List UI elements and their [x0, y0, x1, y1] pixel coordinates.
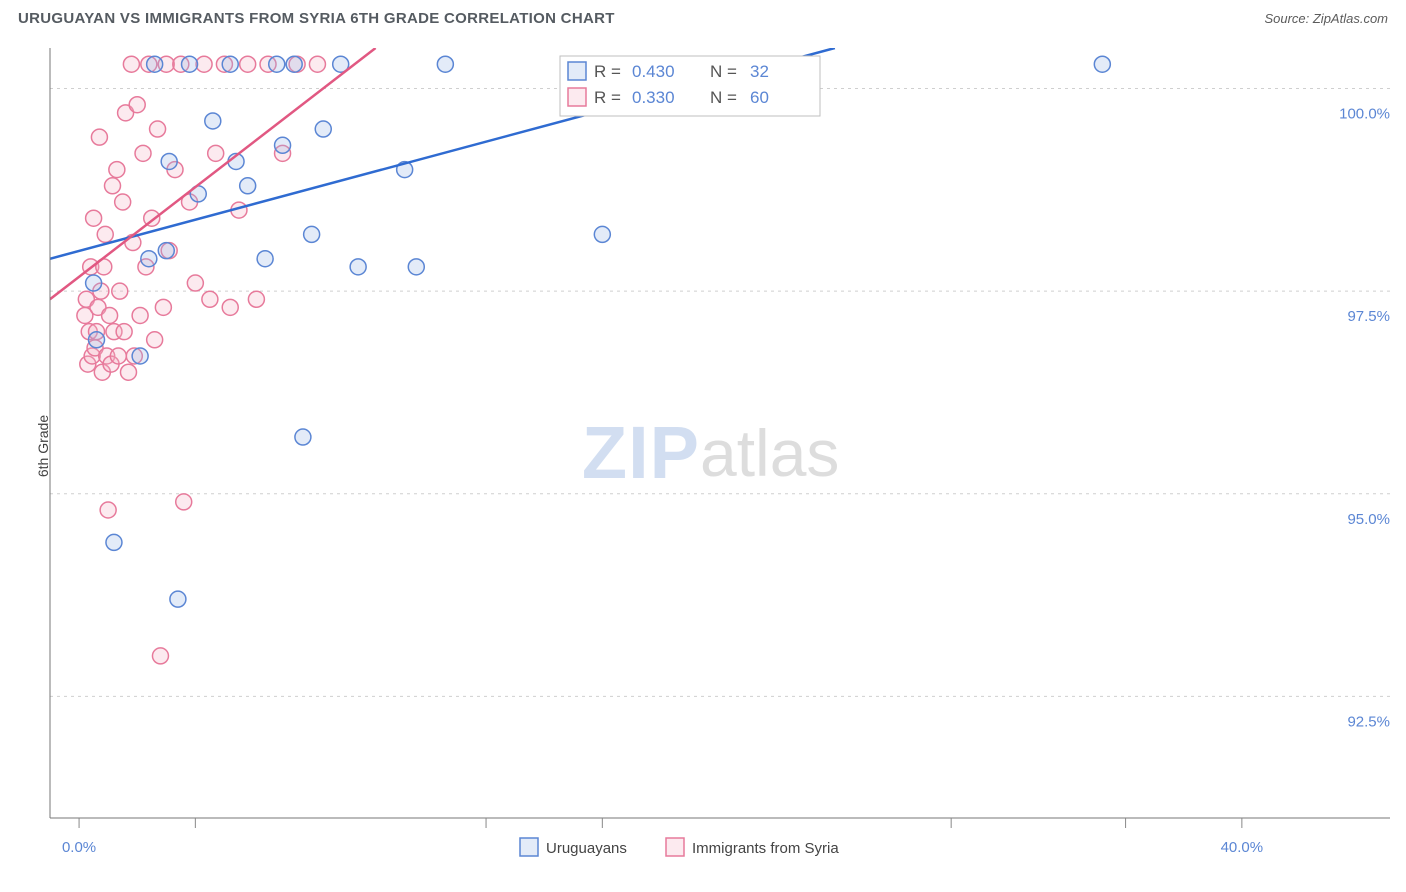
scatter-point-series-b — [135, 145, 151, 161]
scatter-point-series-a — [315, 121, 331, 137]
scatter-point-series-a — [275, 137, 291, 153]
scatter-point-series-a — [147, 56, 163, 72]
scatter-point-series-a — [132, 348, 148, 364]
legend-stat-label: N = — [710, 88, 737, 107]
scatter-point-series-a — [350, 259, 366, 275]
scatter-point-series-a — [141, 251, 157, 267]
scatter-point-series-a — [269, 56, 285, 72]
legend-swatch — [520, 838, 538, 856]
legend-n-value: 32 — [750, 62, 769, 81]
legend-swatch — [666, 838, 684, 856]
chart-title: URUGUAYAN VS IMMIGRANTS FROM SYRIA 6TH G… — [18, 10, 615, 27]
legend-label: Immigrants from Syria — [692, 840, 839, 857]
scatter-point-series-b — [115, 194, 131, 210]
scatter-point-series-a — [89, 332, 105, 348]
scatter-point-series-a — [240, 178, 256, 194]
watermark-icon: ZIP — [582, 411, 700, 494]
scatter-point-series-a — [1094, 56, 1110, 72]
scatter-point-series-b — [155, 299, 171, 315]
legend-r-value: 0.330 — [632, 88, 675, 107]
scatter-point-series-b — [132, 307, 148, 323]
scatter-point-series-b — [100, 502, 116, 518]
scatter-point-series-b — [120, 364, 136, 380]
scatter-point-series-b — [196, 56, 212, 72]
scatter-point-series-b — [91, 129, 107, 145]
scatter-point-series-a — [304, 226, 320, 242]
scatter-point-series-b — [208, 145, 224, 161]
scatter-point-series-b — [102, 307, 118, 323]
scatter-point-series-a — [257, 251, 273, 267]
legend-n-value: 60 — [750, 88, 769, 107]
scatter-point-series-a — [86, 275, 102, 291]
source-attribution: Source: ZipAtlas.com — [1264, 11, 1388, 26]
legend-stat-label: R = — [594, 62, 621, 81]
scatter-point-series-b — [129, 97, 145, 113]
scatter-point-series-b — [202, 291, 218, 307]
scatter-point-series-a — [170, 591, 186, 607]
scatter-point-series-a — [161, 153, 177, 169]
scatter-point-series-b — [112, 283, 128, 299]
scatter-point-series-a — [158, 243, 174, 259]
legend-r-value: 0.430 — [632, 62, 675, 81]
scatter-point-series-a — [408, 259, 424, 275]
y-tick-label: 92.5% — [1347, 713, 1390, 730]
scatter-point-series-a — [295, 429, 311, 445]
legend-stat-label: R = — [594, 88, 621, 107]
scatter-point-series-b — [105, 178, 121, 194]
trend-line-b — [50, 48, 376, 299]
y-tick-label: 95.0% — [1347, 511, 1390, 528]
legend-swatch — [568, 62, 586, 80]
scatter-point-series-b — [116, 324, 132, 340]
scatter-point-series-a — [205, 113, 221, 129]
legend-stat-label: N = — [710, 62, 737, 81]
chart-area: 92.5% 95.0% 97.5% 100.0% ZIPatlas 0.0% 40.0% R … — [0, 38, 1406, 892]
scatter-point-series-b — [222, 299, 238, 315]
scatter-point-series-a — [286, 56, 302, 72]
scatter-point-series-a — [106, 534, 122, 550]
scatter-point-series-a — [222, 56, 238, 72]
y-tick-label: 97.5% — [1347, 308, 1390, 325]
legend-swatch — [568, 88, 586, 106]
scatter-point-series-b — [110, 348, 126, 364]
scatter-point-series-b — [309, 56, 325, 72]
x-tick-label: 0.0% — [62, 839, 96, 856]
scatter-point-series-b — [86, 210, 102, 226]
scatter-point-series-b — [147, 332, 163, 348]
scatter-point-series-a — [182, 56, 198, 72]
scatter-point-series-b — [176, 494, 192, 510]
scatter-point-series-b — [248, 291, 264, 307]
scatter-point-series-b — [150, 121, 166, 137]
scatter-point-series-a — [594, 226, 610, 242]
y-tick-label: 100.0% — [1339, 106, 1390, 123]
scatter-point-series-b — [187, 275, 203, 291]
scatter-point-series-a — [437, 56, 453, 72]
scatter-point-series-b — [109, 162, 125, 178]
scatter-chart-svg: 92.5% 95.0% 97.5% 100.0% ZIPatlas 0.0% 40.0% R … — [0, 38, 1406, 892]
legend-label: Uruguayans — [546, 840, 627, 857]
scatter-point-series-b — [123, 56, 139, 72]
scatter-point-series-b — [97, 226, 113, 242]
x-tick-label: 40.0% — [1221, 839, 1264, 856]
scatter-point-series-b — [240, 56, 256, 72]
watermark-icon: atlas — [700, 416, 839, 490]
scatter-point-series-b — [152, 648, 168, 664]
